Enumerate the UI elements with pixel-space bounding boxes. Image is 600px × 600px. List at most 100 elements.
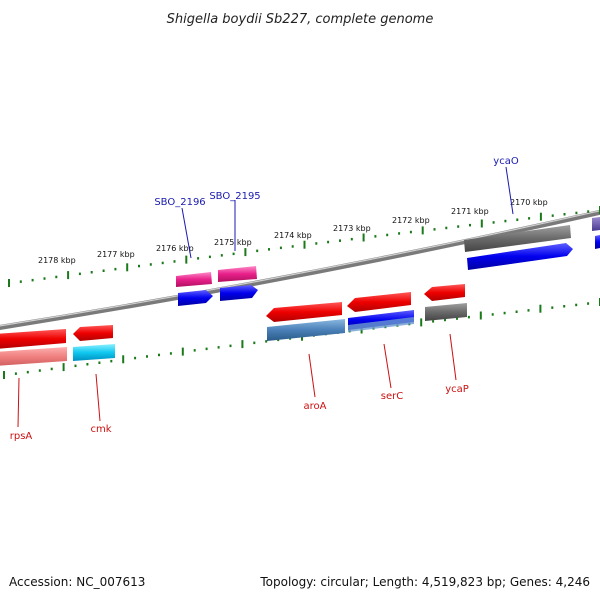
major-tick [62, 363, 65, 372]
minor-tick [208, 255, 211, 259]
gene-rpsA-lower [0, 347, 67, 366]
map-title: Shigella boydii Sb227, complete genome [167, 12, 434, 27]
gene-label: ycaO [493, 156, 519, 167]
tick-label: 2177 kbp [97, 250, 135, 259]
minor-tick [515, 310, 518, 313]
major-tick [181, 347, 184, 356]
top-tick-row [8, 206, 600, 287]
major-tick [3, 371, 5, 379]
major-tick [241, 340, 244, 349]
tick-label: 2174 kbp [274, 231, 312, 240]
gene-label: ycaP [445, 384, 469, 395]
minor-tick [587, 210, 590, 213]
minor-tick [74, 364, 77, 368]
minor-tick [50, 367, 53, 371]
minor-tick [98, 361, 101, 364]
minor-tick [279, 246, 282, 250]
gene-aroA-lower [267, 319, 345, 341]
minor-tick [587, 302, 590, 305]
minor-tick [339, 239, 341, 242]
gene-ycaP-lower [425, 303, 467, 321]
minor-tick [229, 344, 232, 348]
gene-ycaO-gray [464, 225, 571, 252]
minor-tick [31, 278, 34, 282]
minor-tick [193, 349, 196, 352]
minor-tick [315, 242, 318, 245]
minor-tick [43, 277, 46, 280]
minor-tick [256, 249, 259, 253]
gene-ycaP [424, 284, 465, 301]
minor-tick [205, 347, 208, 351]
major-tick [480, 219, 483, 228]
minor-tick [456, 317, 458, 320]
minor-tick [158, 353, 160, 357]
forward-genes [176, 217, 600, 306]
tick-label: 2172 kbp [392, 216, 430, 225]
minor-tick [149, 263, 152, 266]
tick-label: 2171 kbp [451, 207, 489, 216]
minor-tick [78, 272, 81, 276]
minor-tick [563, 305, 566, 308]
minor-tick [55, 275, 58, 279]
gene-sbo-2195 [218, 266, 257, 282]
major-tick [421, 226, 424, 235]
minor-tick [161, 261, 164, 265]
gene-partial-blue [595, 235, 600, 249]
minor-tick [291, 245, 294, 248]
gene-sbo-2196 [176, 272, 212, 287]
major-tick [126, 263, 129, 272]
minor-tick [467, 315, 470, 319]
minor-tick [432, 320, 435, 323]
minor-tick [146, 355, 148, 358]
gene-label: aroA [304, 401, 327, 412]
minor-tick [516, 218, 519, 221]
accession-text: Accession: NC_007613 [9, 575, 145, 589]
minor-tick [551, 214, 554, 217]
minor-tick [253, 341, 256, 345]
minor-tick [575, 303, 578, 307]
minor-tick [26, 370, 29, 374]
gene-cmk [73, 325, 113, 341]
major-tick [539, 304, 542, 313]
gene-blue [220, 285, 258, 301]
minor-tick [492, 221, 495, 224]
gene-rpsA [0, 329, 66, 349]
minor-tick [445, 226, 448, 230]
minor-tick [19, 280, 22, 283]
reverse-gene-labels: rpsA cmk aroA serC ycaP [10, 384, 469, 442]
major-tick [185, 255, 188, 264]
minor-tick [433, 228, 436, 231]
minor-tick [386, 233, 389, 237]
major-tick [420, 318, 423, 327]
gene-cmk-lower [73, 344, 115, 361]
tick-label: 2176 kbp [156, 244, 194, 253]
minor-tick [14, 372, 17, 375]
minor-tick [217, 346, 220, 349]
major-tick [303, 240, 306, 249]
minor-tick [503, 311, 506, 315]
reverse-genes [0, 284, 467, 366]
minor-tick [114, 267, 117, 271]
gene-label: cmk [90, 424, 111, 435]
minor-tick [409, 230, 412, 234]
major-tick [362, 233, 365, 242]
gene-ycaO [467, 243, 573, 270]
gene-aroA [266, 302, 342, 322]
minor-tick [327, 240, 330, 244]
minor-tick [551, 306, 554, 309]
major-tick [8, 279, 10, 287]
tick-label: 2170 kbp [510, 198, 548, 207]
gene-label: SBO_2196 [154, 197, 205, 208]
minor-tick [197, 257, 200, 260]
major-tick [67, 271, 70, 280]
minor-tick [138, 264, 140, 268]
tick-label: 2173 kbp [333, 224, 371, 233]
minor-tick [86, 363, 89, 366]
major-tick [244, 248, 247, 257]
forward-gene-labels: SBO_2196 SBO_2195 ycaO [154, 156, 519, 208]
minor-tick [220, 254, 223, 257]
tick-label: 2175 kbp [214, 238, 252, 247]
minor-tick [469, 223, 471, 227]
